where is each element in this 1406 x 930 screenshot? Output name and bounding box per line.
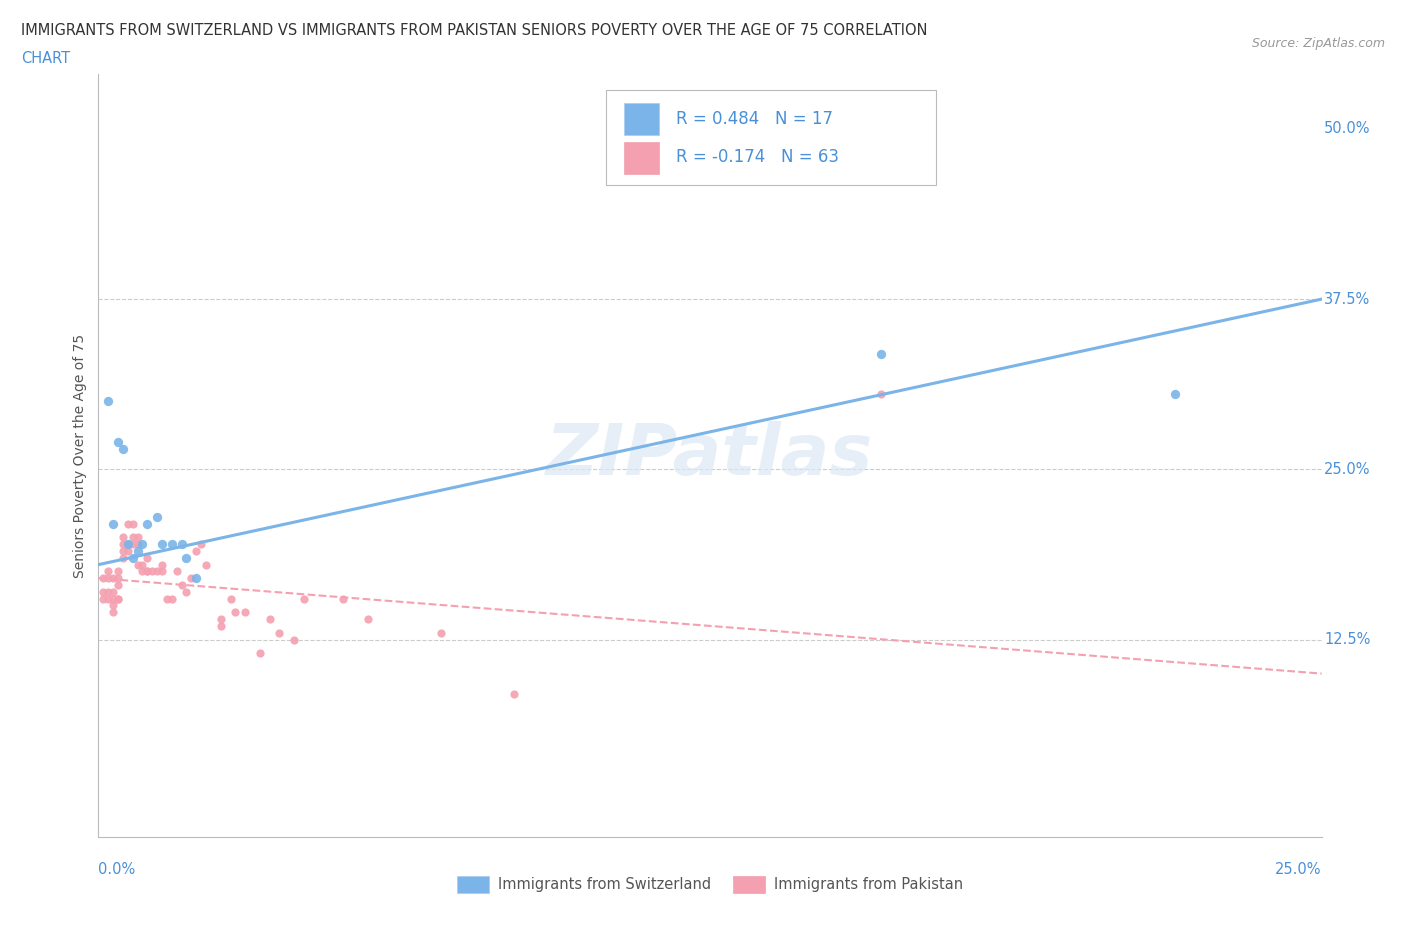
Point [430, 625, 453, 640]
Point [269, 625, 291, 640]
Point [503, 686, 526, 701]
Text: 0.0%: 0.0% [98, 861, 135, 876]
Point [101, 598, 124, 613]
Point [101, 591, 124, 606]
Point [107, 591, 129, 606]
Point [150, 564, 173, 578]
Point [117, 537, 139, 551]
Point [91, 584, 114, 599]
Bar [624, 103, 658, 136]
Point [186, 571, 208, 586]
Point [101, 571, 124, 586]
Point [97, 571, 120, 586]
Point [131, 557, 153, 572]
Point [111, 543, 134, 558]
Point [150, 557, 173, 572]
Point [224, 604, 246, 619]
Point [233, 604, 256, 619]
Text: 12.5%: 12.5% [1324, 632, 1371, 647]
Point [170, 537, 193, 551]
Point [870, 387, 893, 402]
Point [160, 591, 183, 606]
Point [283, 632, 305, 647]
Point [146, 510, 169, 525]
Point [1164, 387, 1187, 402]
Text: 25.0%: 25.0% [1275, 861, 1322, 876]
Point [156, 591, 179, 606]
Point [870, 346, 893, 361]
Text: R = 0.484   N = 17: R = 0.484 N = 17 [676, 110, 832, 127]
FancyBboxPatch shape [606, 89, 936, 185]
Point [136, 551, 159, 565]
Point [101, 516, 124, 531]
Text: ZIPatlas: ZIPatlas [547, 421, 873, 490]
Text: 37.5%: 37.5% [1324, 292, 1371, 307]
Point [150, 537, 173, 551]
Point [111, 442, 134, 457]
Point [121, 551, 143, 565]
Point [97, 564, 120, 578]
Point [127, 557, 149, 572]
Point [121, 530, 143, 545]
Text: IMMIGRANTS FROM SWITZERLAND VS IMMIGRANTS FROM PAKISTAN SENIORS POVERTY OVER THE: IMMIGRANTS FROM SWITZERLAND VS IMMIGRANT… [21, 23, 928, 38]
Point [101, 584, 124, 599]
Point [170, 578, 193, 592]
Bar [624, 141, 658, 174]
Point [195, 557, 218, 572]
Text: CHART: CHART [21, 51, 70, 66]
Text: R = -0.174   N = 63: R = -0.174 N = 63 [676, 148, 839, 166]
Point [97, 393, 120, 408]
Point [127, 543, 149, 558]
Point [136, 564, 159, 578]
Point [121, 516, 143, 531]
Legend: Immigrants from Switzerland, Immigrants from Pakistan: Immigrants from Switzerland, Immigrants … [451, 870, 969, 898]
Point [91, 591, 114, 606]
Point [136, 516, 159, 531]
Text: 25.0%: 25.0% [1324, 462, 1371, 477]
Point [107, 564, 129, 578]
Point [160, 537, 183, 551]
Point [176, 584, 198, 599]
Point [249, 645, 271, 660]
Point [117, 516, 139, 531]
Point [111, 530, 134, 545]
Point [107, 434, 129, 449]
Point [136, 564, 159, 578]
Point [107, 571, 129, 586]
Point [101, 604, 124, 619]
Point [131, 564, 153, 578]
Point [180, 571, 202, 586]
Point [190, 537, 212, 551]
Point [107, 578, 129, 592]
Y-axis label: Seniors Poverty Over the Age of 75: Seniors Poverty Over the Age of 75 [73, 334, 87, 578]
Point [117, 543, 139, 558]
Text: 50.0%: 50.0% [1324, 122, 1371, 137]
Point [97, 591, 120, 606]
Point [127, 537, 149, 551]
Point [259, 612, 281, 627]
Point [141, 564, 163, 578]
Point [127, 530, 149, 545]
Point [121, 537, 143, 551]
Point [91, 571, 114, 586]
Point [166, 564, 188, 578]
Point [146, 564, 169, 578]
Point [111, 551, 134, 565]
Point [186, 543, 208, 558]
Point [107, 591, 129, 606]
Point [292, 591, 315, 606]
Point [97, 584, 120, 599]
Point [332, 591, 354, 606]
Point [219, 591, 242, 606]
Point [356, 612, 378, 627]
Point [209, 612, 232, 627]
Text: Source: ZipAtlas.com: Source: ZipAtlas.com [1251, 37, 1385, 50]
Point [117, 537, 139, 551]
Point [209, 618, 232, 633]
Point [176, 551, 198, 565]
Point [111, 537, 134, 551]
Point [131, 537, 153, 551]
